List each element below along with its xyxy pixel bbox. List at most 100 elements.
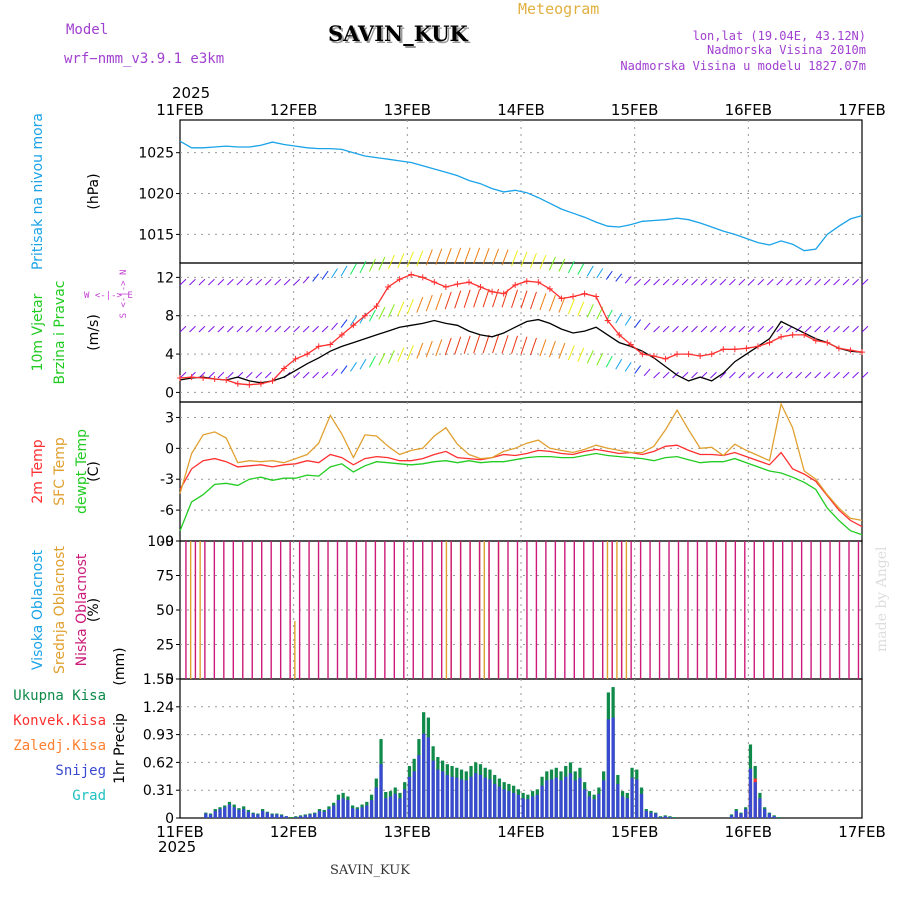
wind-barb-0 [653, 371, 660, 379]
wind-barb-2 [691, 278, 698, 286]
wind-barb-2 [350, 263, 357, 275]
bar-niska-oblacnost [810, 541, 812, 679]
bar-snijeg [530, 796, 535, 818]
wind-barb-0 [823, 371, 831, 379]
bar-snijeg [246, 811, 251, 818]
wind-barb-0 [681, 371, 689, 379]
wind-barb-2 [814, 278, 821, 286]
year-bottom: 2025 [158, 838, 196, 856]
wind-barb-0 [444, 337, 452, 356]
ytick-wind: 8 [165, 309, 174, 325]
wind-barb-1 [833, 325, 840, 333]
bar-snijeg [393, 793, 397, 818]
wind-barb-1 [738, 325, 746, 333]
bar-niska-oblacnost [497, 541, 500, 679]
product-title: Meteogram [518, 0, 599, 18]
wind-barb-0 [454, 336, 462, 355]
wind-barb-2 [283, 278, 291, 286]
wind-barb-1 [179, 325, 187, 333]
wind-barb-0 [227, 371, 234, 379]
bar-niska-oblacnost [393, 541, 396, 679]
wind-barb-2 [681, 278, 689, 286]
gust-point [465, 279, 472, 286]
gust-point [223, 376, 230, 383]
bar-niska-oblacnost [251, 541, 253, 679]
wind-barb-2 [492, 248, 500, 265]
bar-niska-oblacnost [564, 541, 566, 679]
wind-barb-2 [833, 278, 840, 286]
wind-barb-2 [189, 278, 196, 286]
time-tick-top-17FEB: 17FEB [838, 101, 885, 119]
bar-snijeg [398, 798, 402, 818]
wind-barb-0 [814, 371, 821, 379]
bar-niska-oblacnost [336, 541, 339, 679]
bar-snijeg [767, 813, 772, 818]
bar-snijeg [592, 799, 596, 818]
gust-point [743, 345, 750, 352]
bar-niska-oblacnost [687, 541, 689, 679]
wind-barb-0 [387, 350, 395, 364]
bar-snijeg [739, 813, 743, 818]
bar-snijeg [332, 805, 336, 818]
wind-barb-2 [406, 251, 414, 267]
wind-barb-0 [416, 342, 424, 359]
bar-snijeg [459, 779, 464, 818]
bar-snijeg [630, 777, 634, 818]
wind-barb-1 [567, 299, 575, 315]
wind-barb-0 [293, 371, 301, 379]
wind-barb-1 [548, 294, 556, 312]
wind-barb-1 [501, 289, 509, 308]
bar-snijeg [232, 807, 236, 818]
wind-barb-0 [861, 371, 869, 379]
bar-snijeg [369, 800, 374, 818]
wind-barb-1 [425, 294, 433, 312]
wind-barb-0 [785, 371, 793, 379]
wind-barb-0 [312, 371, 319, 379]
bar-snijeg [355, 809, 359, 818]
gust-point [200, 375, 207, 382]
wind-barb-1 [520, 290, 528, 309]
station-title-shadow: SAVIN_KUK [330, 23, 471, 48]
wind-barb-1 [577, 301, 585, 316]
time-tick-top-11FEB: 11FEB [156, 101, 203, 119]
wind-barb-2 [340, 265, 348, 277]
gust-point [639, 351, 646, 358]
bar-niska-oblacnost [677, 541, 680, 679]
wind-barb-1 [842, 325, 850, 333]
wind-barb-2 [368, 258, 376, 272]
bar-niska-oblacnost [753, 541, 755, 679]
wind-barb-1 [511, 289, 519, 308]
wind-barb-2 [463, 247, 471, 265]
bar-snijeg [374, 787, 378, 818]
bar-niska-oblacnost [715, 541, 718, 679]
gust-point [523, 278, 530, 285]
wind-barb-2 [624, 276, 632, 284]
gust-point [593, 293, 600, 300]
bar-niska-oblacnost [204, 541, 206, 679]
wind-barb-0 [586, 350, 594, 364]
wind-barb-2 [577, 263, 585, 275]
panel-label-pressure-0: Pritisak na nivou mora [30, 113, 46, 270]
ytick-temperature: -9 [160, 534, 174, 550]
gust-point [581, 290, 588, 297]
wind-barb-2 [312, 273, 320, 282]
bar-niska-oblacnost [725, 541, 727, 679]
wind-barb-1 [691, 325, 698, 333]
bar-niska-oblacnost [545, 541, 547, 679]
bar-snijeg [242, 809, 246, 818]
wind-barb-1 [293, 325, 301, 333]
wind-barb-2 [387, 254, 395, 270]
bar-niska-oblacnost [232, 541, 234, 679]
gust-point [234, 380, 241, 387]
wind-barb-2 [605, 270, 613, 280]
wind-barb-2 [255, 278, 263, 286]
wind-barb-0 [548, 340, 556, 358]
wind-barb-2 [321, 270, 329, 280]
wind-barb-2 [511, 250, 518, 267]
gust-point [720, 346, 727, 353]
wind-barb-2 [378, 256, 386, 271]
wind-barb-1 [766, 325, 774, 333]
bar-snijeg [417, 755, 421, 818]
wind-barb-0 [321, 371, 329, 379]
gust-point [708, 351, 715, 358]
